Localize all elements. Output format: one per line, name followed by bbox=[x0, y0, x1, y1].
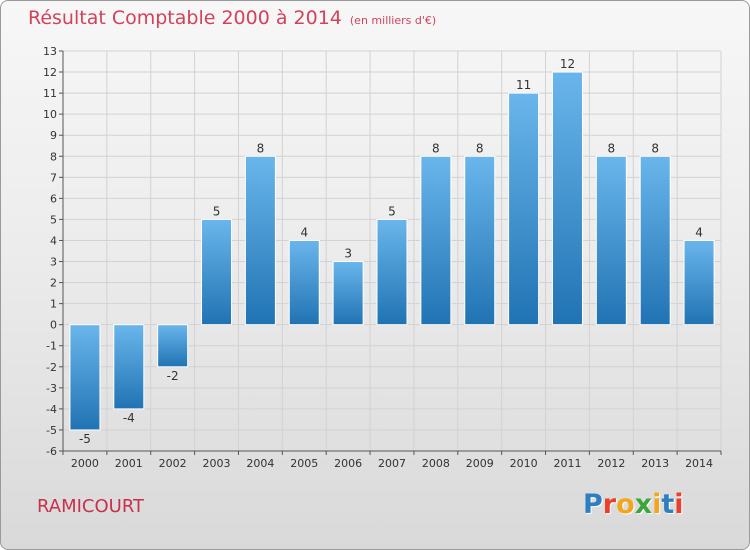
bar-2010[interactable] bbox=[508, 92, 540, 326]
y-tick-label: 8 bbox=[50, 150, 57, 163]
value-label-2003: 5 bbox=[213, 204, 221, 218]
y-tick-label: 1 bbox=[50, 298, 57, 311]
x-tick-label-2011: 2011 bbox=[553, 457, 581, 470]
bar-2011[interactable] bbox=[551, 71, 583, 326]
bar-2000[interactable] bbox=[69, 324, 101, 431]
y-tick-label: -2 bbox=[46, 361, 57, 374]
bar-2007[interactable] bbox=[376, 218, 408, 326]
x-tick-label-2006: 2006 bbox=[334, 457, 362, 470]
bar-2005[interactable] bbox=[288, 239, 320, 326]
x-tick-label-2000: 2000 bbox=[71, 457, 99, 470]
x-tick-labels: 2000 2001 2002 2003 2004 2005 2006 2007 2008 2009… bbox=[71, 457, 713, 470]
x-tick-label-2009: 2009 bbox=[466, 457, 494, 470]
value-label-2001: -4 bbox=[123, 411, 135, 425]
bars bbox=[69, 71, 715, 431]
value-label-2007: 5 bbox=[388, 204, 396, 218]
logo-letter: o bbox=[616, 489, 635, 520]
bar-2008[interactable] bbox=[420, 155, 452, 326]
chart-unit-label: (en milliers d'€) bbox=[349, 14, 437, 27]
y-tick-label: 6 bbox=[50, 192, 57, 205]
commune-name: RAMICOURT bbox=[37, 496, 145, 517]
x-tick-label-2002: 2002 bbox=[159, 457, 187, 470]
logo-letter: i bbox=[674, 489, 684, 520]
value-labels: -5 -4 -2 5 8 4 3 5 8 8 11 12 8 8 4 bbox=[79, 57, 703, 446]
value-label-2014: 4 bbox=[695, 225, 703, 239]
x-tick-label-2014: 2014 bbox=[685, 457, 713, 470]
bar-2009[interactable] bbox=[464, 155, 496, 326]
x-tick-label-2007: 2007 bbox=[378, 457, 406, 470]
axes bbox=[59, 50, 722, 455]
logo-letter: P bbox=[583, 489, 603, 520]
bar-2006[interactable] bbox=[332, 261, 364, 326]
x-tick-label-2005: 2005 bbox=[290, 457, 318, 470]
x-tick-label-2003: 2003 bbox=[203, 457, 231, 470]
value-label-2013: 8 bbox=[651, 141, 659, 155]
x-tick-label-2001: 2001 bbox=[115, 457, 143, 470]
bar-2013[interactable] bbox=[639, 155, 671, 326]
bar-2003[interactable] bbox=[201, 218, 233, 326]
value-label-2009: 8 bbox=[476, 141, 484, 155]
bar-2012[interactable] bbox=[595, 155, 627, 326]
value-label-2004: 8 bbox=[257, 141, 265, 155]
y-tick-label: -1 bbox=[46, 340, 57, 353]
proxiti-logo[interactable]: Proxiti bbox=[583, 489, 684, 520]
value-label-2012: 8 bbox=[608, 141, 616, 155]
y-tick-label: 11 bbox=[43, 87, 57, 100]
logo-letter: r bbox=[602, 489, 617, 520]
y-tick-label: 7 bbox=[50, 171, 57, 184]
value-label-2010: 11 bbox=[516, 78, 531, 92]
chart-title: Résultat Comptable 2000 à 2014 (en millie… bbox=[28, 7, 436, 29]
y-tick-label: -6 bbox=[46, 445, 57, 458]
y-tick-label: -4 bbox=[46, 403, 57, 416]
chart-title-text: Résultat Comptable 2000 à 2014 bbox=[28, 7, 342, 29]
x-tick-label-2010: 2010 bbox=[510, 457, 538, 470]
value-label-2005: 4 bbox=[300, 225, 308, 239]
y-tick-label: 2 bbox=[50, 277, 57, 290]
logo-letter: i bbox=[652, 489, 662, 520]
x-tick-label-2008: 2008 bbox=[422, 457, 450, 470]
x-tick-label-2012: 2012 bbox=[597, 457, 625, 470]
value-label-2011: 12 bbox=[560, 57, 575, 71]
y-tick-label: 12 bbox=[43, 66, 57, 79]
bar-2014[interactable] bbox=[683, 239, 715, 326]
y-tick-label: 10 bbox=[43, 108, 57, 121]
logo-letter: t bbox=[661, 489, 675, 520]
bar-2002[interactable] bbox=[157, 324, 189, 368]
y-tick-label: 13 bbox=[43, 45, 57, 58]
y-tick-label: -5 bbox=[46, 424, 57, 437]
logo-letter: x bbox=[634, 489, 653, 520]
y-tick-label: 5 bbox=[50, 213, 57, 226]
y-tick-label: 9 bbox=[50, 129, 57, 142]
x-tick-label-2004: 2004 bbox=[246, 457, 274, 470]
value-label-2000: -5 bbox=[79, 432, 91, 446]
y-tick-label: 3 bbox=[50, 256, 57, 269]
value-label-2008: 8 bbox=[432, 141, 440, 155]
y-tick-label: -3 bbox=[46, 382, 57, 395]
bar-2004[interactable] bbox=[244, 155, 276, 326]
value-label-2006: 3 bbox=[344, 247, 352, 261]
x-tick-label-2013: 2013 bbox=[641, 457, 669, 470]
y-tick-label: 0 bbox=[50, 319, 57, 332]
y-tick-label: 4 bbox=[50, 234, 57, 247]
value-label-2002: -2 bbox=[167, 369, 179, 383]
bar-2001[interactable] bbox=[113, 324, 145, 410]
